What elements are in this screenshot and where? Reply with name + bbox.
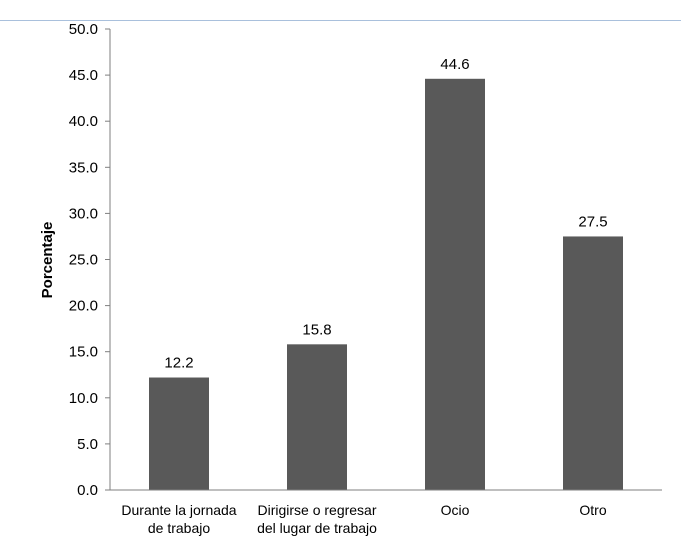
x-category-label: Dirigirse o regresar xyxy=(257,502,376,518)
data-label: 27.5 xyxy=(578,213,607,230)
data-label: 12.2 xyxy=(164,355,193,372)
y-tick-label: 50.0 xyxy=(69,21,98,38)
y-tick-label: 45.0 xyxy=(69,67,98,84)
y-axis-title: Porcentaje xyxy=(39,222,56,299)
y-tick-label: 30.0 xyxy=(69,205,98,222)
y-tick-label: 10.0 xyxy=(69,390,98,407)
y-tick-label: 15.0 xyxy=(69,344,98,361)
x-category-label: de trabajo xyxy=(148,520,210,536)
y-tick-label: 25.0 xyxy=(69,252,98,269)
y-tick-label: 20.0 xyxy=(69,298,98,315)
x-category-label: Durante la jornada xyxy=(121,502,236,518)
y-tick-label: 0.0 xyxy=(77,482,98,499)
bar xyxy=(287,344,347,490)
bar xyxy=(425,78,485,491)
y-axis-title-group: Porcentaje xyxy=(39,222,56,299)
bar xyxy=(149,377,209,490)
x-category-label: del lugar de trabajo xyxy=(257,520,377,536)
bar xyxy=(563,236,623,490)
x-category-label: Otro xyxy=(579,502,606,518)
y-tick-label: 40.0 xyxy=(69,113,98,130)
x-category-label: Ocio xyxy=(441,502,470,518)
y-tick-label: 35.0 xyxy=(69,159,98,176)
y-tick-label: 5.0 xyxy=(77,436,98,453)
data-label: 44.6 xyxy=(440,56,469,73)
top-rule xyxy=(0,20,681,21)
data-label: 15.8 xyxy=(302,321,331,338)
